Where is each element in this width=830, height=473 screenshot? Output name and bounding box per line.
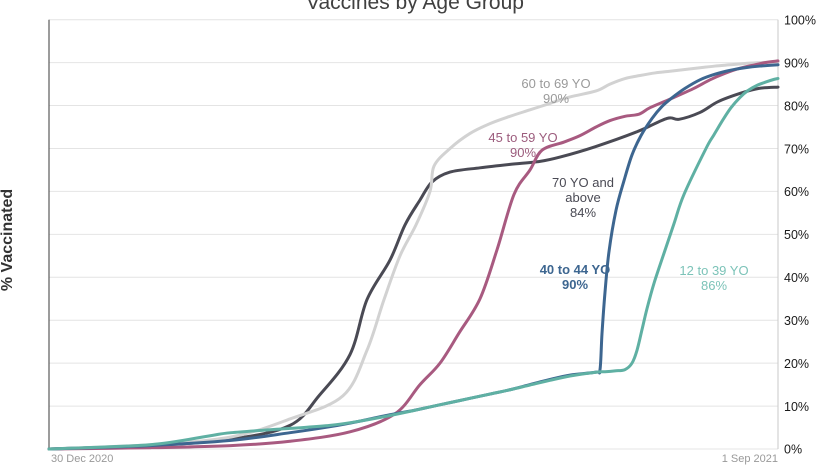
svg-text:45 to 59 YO: 45 to 59 YO (488, 130, 557, 145)
svg-text:90%: 90% (562, 277, 588, 292)
svg-text:70 YO and: 70 YO and (552, 175, 614, 190)
svg-text:90%: 90% (784, 56, 809, 70)
svg-text:1 Sep 2021: 1 Sep 2021 (722, 453, 778, 465)
svg-text:60%: 60% (784, 185, 809, 199)
svg-text:70%: 70% (784, 142, 809, 156)
svg-text:30%: 30% (784, 314, 809, 328)
svg-text:50%: 50% (784, 228, 809, 242)
svg-text:20%: 20% (784, 357, 809, 371)
svg-text:80%: 80% (784, 99, 809, 113)
svg-text:12 to 39 YO: 12 to 39 YO (679, 263, 748, 278)
svg-text:40 to 44 YO: 40 to 44 YO (540, 262, 611, 277)
svg-text:40%: 40% (784, 271, 809, 285)
svg-text:60 to 69 YO: 60 to 69 YO (521, 76, 590, 91)
svg-text:84%: 84% (570, 205, 596, 220)
svg-text:above: above (565, 190, 600, 205)
svg-text:0%: 0% (784, 443, 802, 457)
svg-text:10%: 10% (784, 400, 809, 414)
svg-text:90%: 90% (543, 91, 569, 106)
svg-text:86%: 86% (701, 278, 727, 293)
svg-text:% Vaccinated: % Vaccinated (0, 189, 16, 291)
svg-text:30 Dec 2020: 30 Dec 2020 (51, 453, 113, 465)
svg-text:100%: 100% (784, 14, 816, 28)
svg-text:90%: 90% (510, 145, 536, 160)
